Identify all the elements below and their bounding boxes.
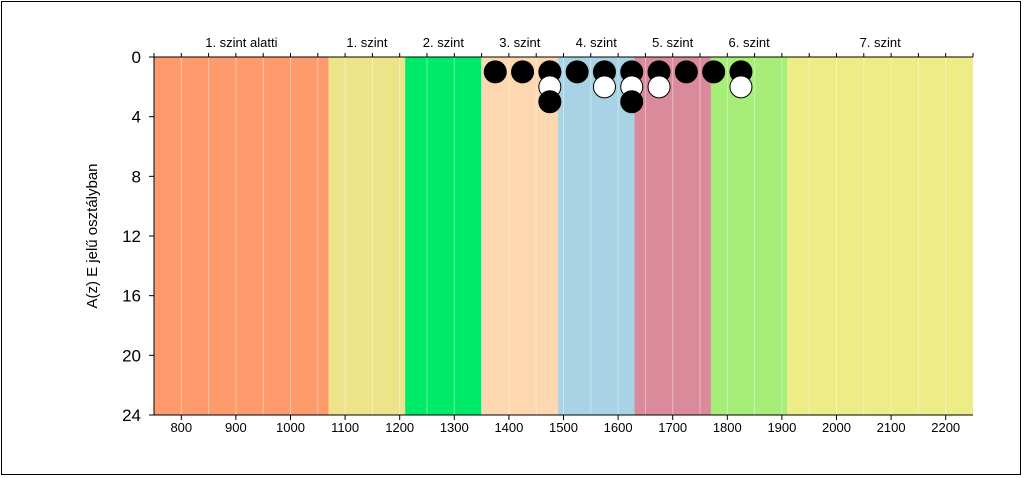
data-point-17: [729, 75, 753, 99]
data-point-6: [565, 60, 589, 84]
x-tick-label: 1200: [385, 420, 414, 435]
level-band-7: [710, 57, 788, 415]
level-label-6: 5. szint: [652, 35, 694, 50]
data-point-1: [483, 60, 507, 84]
x-tick-label: 1700: [658, 420, 687, 435]
y-tick-label: 16: [122, 287, 141, 306]
y-axis-title: A(z) E jelű osztályban: [84, 163, 101, 308]
y-tick-label: 24: [122, 406, 141, 425]
level-band-2: [328, 57, 406, 415]
x-tick-label: 2200: [931, 420, 960, 435]
minor-gridlines: [180, 57, 947, 415]
x-tick-label: 1600: [604, 420, 633, 435]
level-band-6: [634, 57, 711, 415]
level-bands: [154, 57, 973, 415]
level-label-3: 2. szint: [423, 35, 465, 50]
data-point-5: [538, 90, 562, 114]
level-band-3: [405, 57, 482, 415]
x-tick-label: 800: [170, 420, 192, 435]
level-label-5: 4. szint: [576, 35, 618, 50]
x-tick-label: 1800: [713, 420, 742, 435]
level-label-1: 1. szint alatti: [205, 35, 277, 50]
x-tick-label: 900: [225, 420, 247, 435]
axes: 800 900 1000 1100 1200 1300 1400 1500 1600 1700 18…: [122, 48, 974, 435]
x-tick-label: 1100: [331, 420, 359, 435]
level-label-2: 1. szint: [346, 35, 388, 50]
data-point-11: [620, 90, 644, 114]
y-tick-label: 20: [122, 346, 141, 365]
level-label-8: 7. szint: [860, 35, 902, 50]
x-tick-label: 2100: [877, 420, 906, 435]
x-tick-label: 1900: [767, 420, 796, 435]
y-tick-label: 4: [132, 108, 141, 127]
x-tick-label: 1000: [276, 420, 305, 435]
level-band-1: [154, 57, 329, 415]
data-point-14: [674, 60, 698, 84]
x-tick-label: 1400: [494, 420, 523, 435]
data-points: [483, 60, 753, 114]
level-label-7: 6. szint: [729, 35, 771, 50]
x-tick-label: 2000: [822, 420, 851, 435]
data-point-8: [592, 75, 616, 99]
level-label-4: 3. szint: [499, 35, 541, 50]
y-tick-label: 12: [122, 227, 141, 246]
x-tick-label: 1500: [549, 420, 578, 435]
level-labels: 1. szint alatti 1. szint 2. szint 3. szint 4…: [205, 35, 901, 50]
level-band-4: [481, 57, 559, 415]
x-tick-label: 1300: [440, 420, 469, 435]
data-point-13: [647, 75, 671, 99]
y-tick-label: 8: [132, 167, 141, 186]
y-tick-label: 0: [132, 48, 141, 67]
data-point-15: [702, 60, 726, 84]
level-band-5: [558, 57, 635, 415]
level-band-8: [787, 57, 973, 415]
data-point-2: [511, 60, 535, 84]
